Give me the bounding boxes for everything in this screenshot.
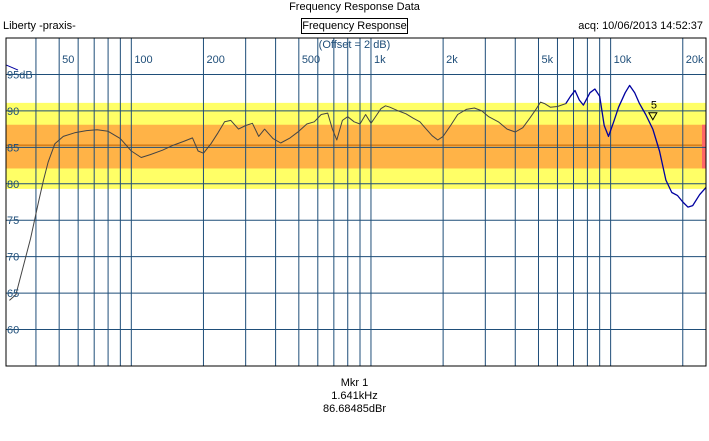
response-traces bbox=[5, 64, 707, 301]
x-tick-label-500: 500 bbox=[302, 54, 320, 66]
response-trace-0 bbox=[9, 101, 566, 301]
x-tick-label-5k: 5k bbox=[541, 54, 553, 66]
plot-frame bbox=[5, 37, 707, 367]
x-tick-label-100: 100 bbox=[134, 54, 152, 66]
marker-readout: Mkr 1 1.641kHz 86.68485dBr bbox=[0, 377, 709, 416]
frequency-response-tab[interactable]: Frequency Response bbox=[301, 18, 408, 34]
marker-readout-frequency: 1.641kHz bbox=[331, 390, 378, 402]
marker-readout-title: Mkr 1 bbox=[340, 377, 369, 389]
marker-label: 5 bbox=[651, 100, 657, 112]
x-tick-label-2k: 2k bbox=[446, 54, 458, 66]
app-name: Liberty -praxis- bbox=[3, 20, 76, 32]
x-tick-label-200: 200 bbox=[206, 54, 224, 66]
marker-5[interactable]: 5 bbox=[647, 100, 658, 121]
y-tick-label-75: 75 bbox=[7, 215, 19, 227]
x-tick-label-50: 50 bbox=[62, 54, 74, 66]
tick-labels: 50 100 200 500 1k 2k 5k 10k 20k 95dB 90 85 80 75 70 65 6… bbox=[7, 54, 704, 337]
y-tick-label-65: 65 bbox=[7, 288, 19, 300]
acquisition-timestamp: acq: 10/06/2013 14:52:37 bbox=[578, 20, 703, 32]
tolerance-band-1 bbox=[6, 124, 706, 169]
response-trace-1 bbox=[565, 84, 707, 208]
window-title: Frequency Response Data bbox=[289, 1, 420, 13]
marker-readout-level: 86.68485dBr bbox=[323, 403, 386, 415]
y-tick-label-60: 60 bbox=[7, 325, 19, 337]
tolerance-bands bbox=[6, 102, 706, 189]
x-tick-label-20k: 20k bbox=[686, 54, 704, 66]
y-tick-label-90: 90 bbox=[7, 106, 19, 118]
y-tick-label-85: 85 bbox=[7, 142, 19, 154]
x-tick-label-10k: 10k bbox=[614, 54, 632, 66]
offset-note: (Offset = 2 dB) bbox=[318, 39, 391, 51]
y-tick-label-95: 95dB bbox=[7, 69, 33, 81]
band-edge-indicator bbox=[702, 124, 706, 169]
start-arrow bbox=[5, 64, 19, 71]
y-tick-label-70: 70 bbox=[7, 252, 19, 264]
grid bbox=[6, 38, 706, 366]
marker-triangle bbox=[647, 112, 658, 121]
x-tick-label-1k: 1k bbox=[374, 54, 386, 66]
y-tick-label-80: 80 bbox=[7, 179, 19, 191]
